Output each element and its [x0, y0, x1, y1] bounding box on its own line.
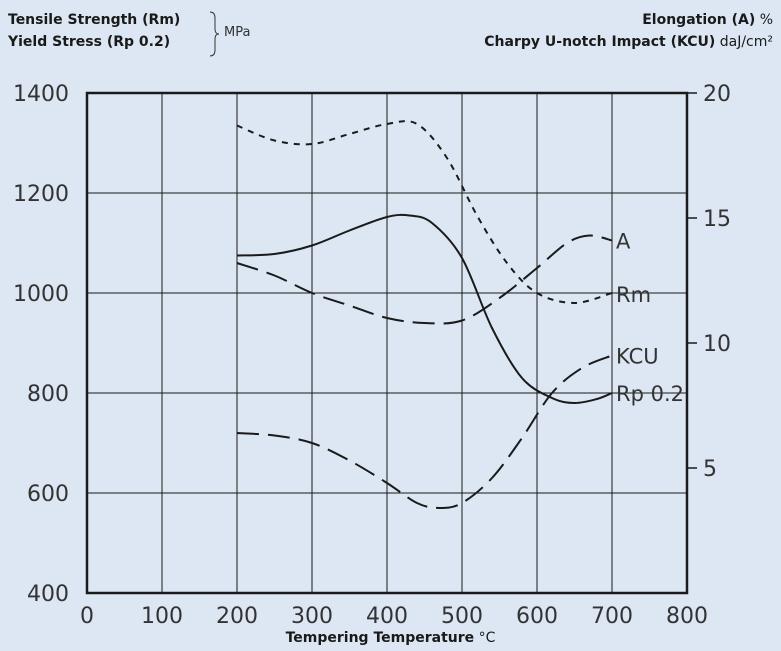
- y-left-tick-label: 1200: [13, 182, 69, 207]
- y-right-tick-label: 20: [703, 82, 731, 107]
- right-axis-title-2-text: Charpy U-notch Impact (KCU): [484, 34, 716, 50]
- left-axis-title-line1: Tensile Strength (Rm): [8, 12, 181, 28]
- right-axis-title-line2: Charpy U-notch Impact (KCU) daJ/cm²: [484, 32, 773, 52]
- x-tick-label: 600: [516, 604, 558, 629]
- y-right-tick-label: 5: [703, 457, 717, 482]
- x-axis-title: Tempering Temperature °C: [0, 628, 781, 648]
- series-line-rm: [236, 120, 613, 305]
- y-left-tick-label: 800: [27, 382, 69, 407]
- x-axis-label: Tempering Temperature: [285, 630, 475, 646]
- plot-frame: [85, 91, 689, 595]
- y-left-tick-label: 600: [27, 482, 69, 507]
- y-left-tick-label: 1400: [13, 82, 69, 107]
- x-tick-label: 400: [366, 604, 408, 629]
- left-axis-title-line2: Yield Stress (Rp 0.2): [8, 34, 171, 50]
- series-label-a: A: [616, 230, 631, 254]
- right-axis-title-2-unit: daJ/cm²: [719, 34, 773, 50]
- right-axis-title-1-text: Elongation (A): [642, 12, 756, 28]
- left-axis-unit: MPa: [224, 25, 251, 40]
- x-tick-label: 700: [591, 604, 633, 629]
- series-label-rm: Rm: [616, 283, 651, 307]
- x-tick-label: 200: [216, 604, 258, 629]
- right-axis-title-1-unit: %: [759, 12, 773, 28]
- series-line-kcu: [236, 354, 613, 510]
- x-tick-label: 0: [80, 604, 94, 629]
- series-label-kcu: KCU: [616, 345, 659, 369]
- series-label-rp-0-2: Rp 0.2: [616, 382, 684, 406]
- y-right-tick-label: 10: [703, 332, 731, 357]
- x-tick-label: 800: [666, 604, 708, 629]
- x-axis-unit: °C: [478, 630, 496, 646]
- x-tick-label: 100: [141, 604, 183, 629]
- x-tick-label: 500: [441, 604, 483, 629]
- series-line-a: [236, 234, 613, 325]
- series-line-rp-0-2: [236, 213, 613, 405]
- x-tick-label: 300: [291, 604, 333, 629]
- brace-icon: [209, 11, 220, 57]
- y-left-tick-label: 1000: [13, 282, 69, 307]
- y-right-tick-label: 15: [703, 207, 731, 232]
- right-axis-title-line1: Elongation (A) %: [642, 10, 773, 30]
- y-left-tick-label: 400: [27, 582, 69, 607]
